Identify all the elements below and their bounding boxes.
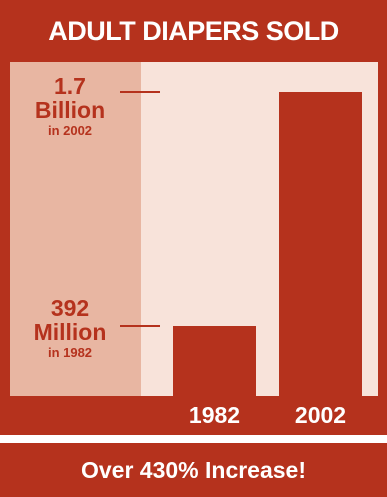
tick-label-1982: 1982 bbox=[188, 402, 241, 428]
annotation-unit: Million bbox=[33, 318, 107, 345]
increase-banner: Over 430% Increase! bbox=[0, 443, 387, 497]
leader-line bbox=[120, 91, 160, 94]
x-axis-band bbox=[0, 396, 387, 435]
chart-title: ADULT DIAPERS SOLD bbox=[0, 0, 387, 62]
annotation-value: 1.7 bbox=[54, 73, 86, 100]
annotation-value: 392 bbox=[50, 294, 90, 321]
annotation-panel bbox=[10, 62, 141, 396]
annotation-year: in 2002 bbox=[47, 123, 93, 139]
divider bbox=[0, 435, 387, 443]
annotation-2002: 1.7 Billion in 2002 bbox=[10, 74, 130, 140]
bar-1982 bbox=[173, 325, 256, 396]
annotation-unit: Billion bbox=[34, 97, 106, 124]
annotation-year: in 1982 bbox=[47, 344, 93, 360]
bar-2002 bbox=[279, 92, 362, 396]
tick-label-2002: 2002 bbox=[294, 402, 347, 428]
leader-line bbox=[120, 324, 160, 327]
annotation-1982: 392 Million in 1982 bbox=[10, 296, 130, 362]
